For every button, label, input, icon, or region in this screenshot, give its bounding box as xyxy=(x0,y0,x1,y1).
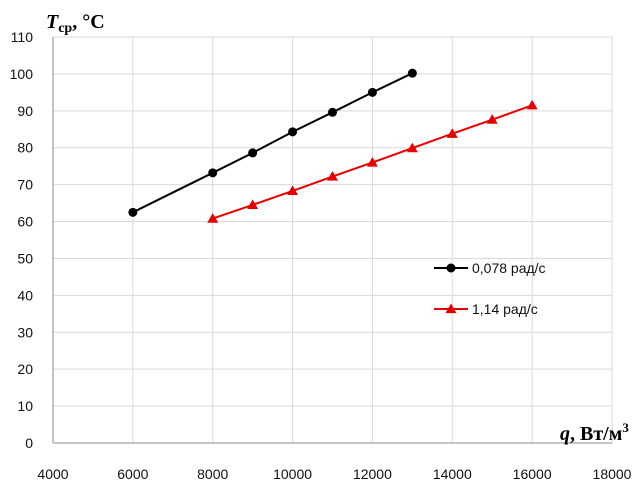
y-tick-label: 100 xyxy=(10,66,34,82)
data-point xyxy=(367,87,377,97)
legend-marker xyxy=(446,263,456,273)
y-tick-label: 40 xyxy=(17,287,33,303)
x-tick-label: 4000 xyxy=(37,466,68,482)
y-axis-unit: , °C xyxy=(72,11,104,33)
data-point xyxy=(288,127,298,137)
y-axis-subscript: ср xyxy=(58,21,72,36)
grid xyxy=(53,36,613,443)
y-tick-label: 10 xyxy=(17,398,33,414)
y-axis-title: Tср, °C xyxy=(46,11,105,36)
data-point xyxy=(486,114,498,124)
data-point xyxy=(366,156,378,167)
y-tick-label: 30 xyxy=(17,324,33,340)
x-tick-label: 16000 xyxy=(513,466,552,482)
legend-label: 1,14 рад/с xyxy=(472,301,538,317)
data-point xyxy=(406,142,418,153)
y-tick-label: 0 xyxy=(25,435,33,451)
x-tick-label: 18000 xyxy=(593,466,632,482)
data-point xyxy=(287,185,299,196)
legend-entry: 0,078 рад/с xyxy=(434,260,546,276)
legend-entry: 1,14 рад/с xyxy=(434,301,538,317)
data-point xyxy=(328,107,337,117)
x-tick-label: 10000 xyxy=(273,466,312,482)
axes: 0 10 20 30 40 50 60 70 80 90 100 110 4000 6000 8000 100… xyxy=(10,29,632,482)
data-point xyxy=(248,148,258,158)
x-tick-label: 8000 xyxy=(197,466,228,482)
data-point xyxy=(208,168,218,178)
data-point xyxy=(407,68,417,78)
x-tick-label: 6000 xyxy=(117,466,148,482)
legend-marker xyxy=(445,303,457,314)
data-point xyxy=(327,171,338,181)
y-tick-label: 110 xyxy=(11,29,34,45)
legend-label: 0,078 рад/с xyxy=(472,260,546,276)
y-tick-label: 80 xyxy=(17,140,33,156)
legend: 0,078 рад/с 1,14 рад/с xyxy=(434,260,546,317)
data-point xyxy=(128,207,138,217)
data-point xyxy=(247,199,259,210)
x-tick-label: 12000 xyxy=(353,466,392,482)
y-tick-label: 50 xyxy=(17,250,33,266)
y-tick-label: 90 xyxy=(17,103,33,119)
x-axis-superscript: 3 xyxy=(622,420,629,435)
y-axis-symbol: T xyxy=(46,11,59,33)
data-point xyxy=(207,213,219,223)
y-tick-label: 60 xyxy=(17,214,33,230)
series-1 xyxy=(128,68,417,217)
x-axis-symbol: q xyxy=(560,423,570,445)
series-area xyxy=(128,68,538,223)
series-2 xyxy=(207,99,538,223)
x-axis-unit: , Вт/м xyxy=(570,423,622,445)
y-tick-label: 20 xyxy=(17,361,33,377)
x-tick-label: 14000 xyxy=(433,466,472,482)
data-point xyxy=(446,128,458,138)
y-tick-label: 70 xyxy=(17,177,33,193)
data-point xyxy=(526,99,538,110)
x-axis-title: q, Вт/м3 xyxy=(560,420,629,445)
